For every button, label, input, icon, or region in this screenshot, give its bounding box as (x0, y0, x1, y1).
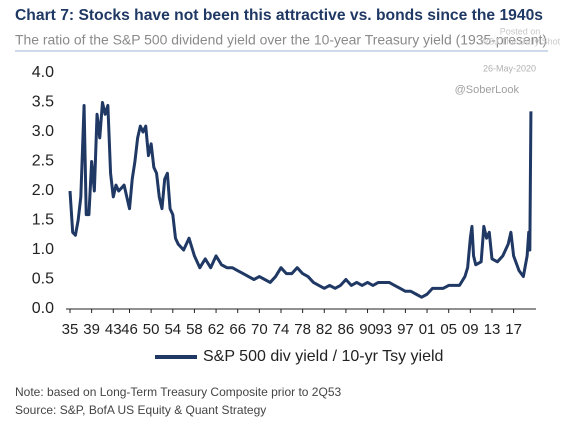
chart-title: Chart 7: Stocks have not been this attra… (15, 7, 543, 24)
chart-subtitle: The ratio of the S&P 500 dividend yield … (15, 32, 547, 48)
x-tick-label: 66 (229, 321, 246, 338)
y-tick-label: 0.0 (32, 300, 54, 317)
x-tick-label: 46 (121, 321, 138, 338)
y-tick-label: 4.0 (32, 64, 54, 81)
watermark: 26-May-2020 (483, 63, 536, 73)
x-tick-label: 86 (338, 321, 355, 338)
watermark: Posted on (500, 26, 541, 36)
x-tick-label: 70 (251, 321, 268, 338)
x-tick-label: 13 (484, 321, 501, 338)
watermark: WSJ The Daily Shot (480, 36, 561, 46)
y-tick-label: 2.5 (32, 153, 54, 170)
x-tick-label: 05 (440, 321, 457, 338)
x-tick-label: 82 (316, 321, 333, 338)
x-tick-label: 93 (375, 321, 392, 338)
x-tick-label: 54 (164, 321, 181, 338)
x-tick-label: 09 (462, 321, 479, 338)
y-tick-label: 0.5 (32, 271, 54, 288)
y-tick-label: 3.5 (32, 94, 54, 111)
x-tick-label: 50 (143, 321, 160, 338)
x-tick-label: 43 (105, 321, 122, 338)
x-tick-label: 78 (294, 321, 311, 338)
note: Note: based on Long-Term Treasury Compos… (15, 385, 341, 399)
x-tick-label: 17 (505, 321, 522, 338)
watermark: @SoberLook (455, 84, 520, 96)
x-tick-label: 58 (186, 321, 203, 338)
y-tick-label: 3.0 (32, 123, 54, 140)
data-line (68, 101, 533, 299)
y-tick-label: 1.5 (32, 212, 54, 229)
legend-label: S&P 500 div yield / 10-yr Tsy yield (203, 348, 443, 365)
y-tick-label: 2.0 (32, 182, 54, 199)
note: Source: S&P, BofA US Equity & Quant Stra… (15, 403, 266, 417)
x-tick-label: 35 (62, 321, 79, 338)
x-tick-label: 90 (359, 321, 376, 338)
x-tick-label: 01 (419, 321, 436, 338)
x-tick-label: 97 (397, 321, 414, 338)
y-tick-label: 1.0 (32, 241, 54, 258)
x-tick-label: 74 (273, 321, 290, 338)
x-tick-label: 39 (83, 321, 100, 338)
x-tick-label: 62 (208, 321, 225, 338)
